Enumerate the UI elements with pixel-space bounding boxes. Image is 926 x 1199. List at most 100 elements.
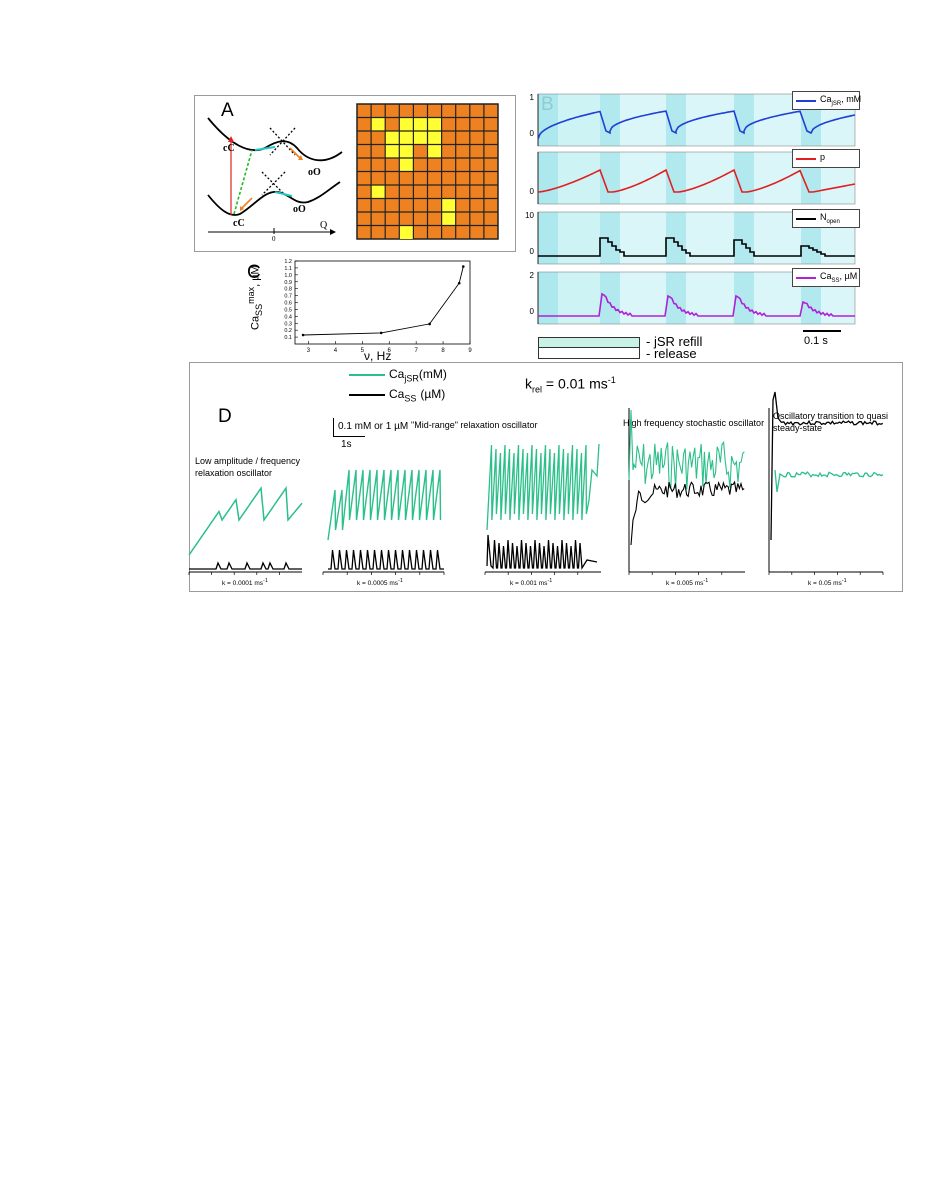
c-data-point: [457, 281, 461, 285]
legend-b1-tail: , mM: [841, 94, 862, 104]
shade-edge: [538, 94, 558, 146]
legend-b4-sub: SS: [831, 277, 840, 284]
d4-ss-trace: [630, 480, 745, 546]
grid-open-cell: [427, 144, 442, 158]
row-ymax: 1: [530, 93, 535, 102]
q-axis-zero: 0: [272, 235, 276, 243]
caption-d2: k = 0.0005 ms-1: [357, 578, 403, 587]
grid-open-cell: [399, 117, 414, 131]
q-axis-label: Q: [320, 220, 328, 231]
caption-d4: k = 0.005 ms-1: [666, 578, 708, 587]
krel-value: = 0.01 ms: [542, 375, 608, 392]
title-d4: High frequency stochastic oscillator: [623, 418, 765, 428]
c-data-point: [428, 322, 431, 326]
caption-d3: k = 0.001 ms-1: [510, 578, 552, 587]
c-ytick-label: 0.7: [284, 294, 292, 300]
legend-b1-sub: jSR: [831, 100, 842, 107]
legend-b3-sub: open: [826, 218, 840, 225]
panel-d-traces: [188, 391, 884, 575]
shade-edge: [666, 272, 686, 324]
legend-d-ss-sub: SS: [404, 393, 417, 404]
row-ymin: 0: [530, 129, 535, 138]
d4-jsr-trace: [628, 409, 745, 490]
panel-c-label: C: [247, 262, 261, 283]
c-ytick-label: 0.4: [284, 314, 292, 320]
c-data-point: [301, 333, 305, 337]
energy-landscape-diagram: [207, 117, 343, 235]
grid-open-cell: [413, 131, 428, 145]
channel-grid: [356, 103, 499, 240]
c-xtick-label: 6: [388, 348, 392, 354]
legend-d-jsr-tail: (mM): [418, 367, 447, 381]
d5-ss-trace: [770, 391, 884, 541]
title-d2: "Mid-range" relaxation oscillator: [411, 420, 538, 430]
shade-edge: [538, 212, 558, 264]
scale-bar-amplitude: 0.1 mM or 1 µM: [338, 421, 409, 432]
title-d1: Low amplitude / frequency relaxation osc…: [195, 456, 301, 478]
d1-ss-trace: [189, 561, 302, 570]
time-scale-label: 0.1 s: [804, 335, 828, 347]
row-ymax: 2: [530, 271, 535, 280]
grid-open-cell: [441, 212, 456, 226]
krel-main: k: [525, 375, 532, 392]
legend-d-jsr-main: Ca: [389, 367, 405, 381]
legend-d-ss: CaSS (µM): [349, 387, 445, 403]
krel-sup: -1: [607, 375, 616, 385]
row-ymin: 0: [530, 247, 535, 256]
legend-b-row1: CajSR, mM: [792, 91, 862, 110]
shade-edge: [734, 212, 754, 264]
caption-d2-text: k = 0.0005 ms: [357, 580, 399, 588]
c-ytick-label: 1.0: [284, 273, 292, 279]
trace-ca-ss: [538, 292, 855, 317]
row-ymax: 10: [525, 211, 534, 220]
trace-n-open: [538, 237, 855, 257]
panel-c-xlabel: ν, Hz: [364, 349, 392, 363]
caption-d3-text: k = 0.001 ms: [510, 580, 548, 588]
caption-d5-sup: -1: [841, 578, 847, 584]
caption-d1-sup: -1: [263, 578, 268, 584]
c-ytick-label: 1.1: [284, 266, 292, 272]
d2-jsr-trace: [327, 469, 442, 541]
grid-open-cell: [413, 117, 428, 131]
grid-open-cell: [371, 117, 386, 131]
refill-label: - jSR refill: [646, 334, 703, 349]
grid-open-cell: [371, 185, 386, 199]
caption-d4-sup: -1: [703, 578, 709, 584]
c-data-point: [379, 331, 383, 335]
shade-edge: [666, 212, 686, 264]
c-xtick-label: 9: [468, 348, 472, 354]
c-ytick-label: 0.8: [284, 287, 292, 293]
lower-oo-label: oO: [293, 204, 306, 215]
grid-open-cell: [427, 131, 442, 145]
scale-bar-time: 1s: [341, 439, 352, 450]
legend-b2-main: p: [820, 152, 826, 162]
c-data-point: [461, 265, 465, 268]
row-ymin: 0: [530, 307, 535, 316]
release-swatch: [538, 347, 640, 359]
c-ytick-label: 1.2: [284, 259, 292, 265]
legend-d-jsr-sub: jSR: [404, 373, 419, 384]
legend-b4-tail: , µM: [839, 271, 858, 281]
time-scale-bar: [803, 330, 841, 332]
caption-d5-text: k = 0.05 ms: [808, 580, 842, 588]
scale-bar-horizontal: [333, 436, 365, 437]
d1-jsr-trace: [188, 485, 303, 556]
shade-edge: [666, 94, 686, 146]
caption-d1: k = 0.0001 ms-1: [222, 578, 268, 587]
caption-d2-sup: -1: [398, 578, 403, 584]
grid-open-cell: [385, 144, 400, 158]
krel-sub: rel: [532, 384, 543, 395]
legend-d-jsr: CajSR(mM): [349, 367, 447, 383]
legend-b4-main: Ca: [820, 271, 832, 281]
legend-d-ss-tail: (µM): [420, 387, 446, 401]
c-ytick-label: 0.9: [284, 280, 292, 286]
release-label: - release: [646, 346, 697, 361]
c-ytick-label: 0.3: [284, 321, 292, 327]
shade-edge: [734, 272, 754, 324]
d2-ss-trace: [328, 549, 444, 570]
legend-d-ss-main: Ca: [389, 387, 405, 401]
d3-ss-trace: [486, 534, 598, 571]
legend-b-row3: Nopen: [792, 209, 860, 228]
grid-open-cell: [399, 144, 414, 158]
d5-jsr-trace: [774, 469, 884, 493]
